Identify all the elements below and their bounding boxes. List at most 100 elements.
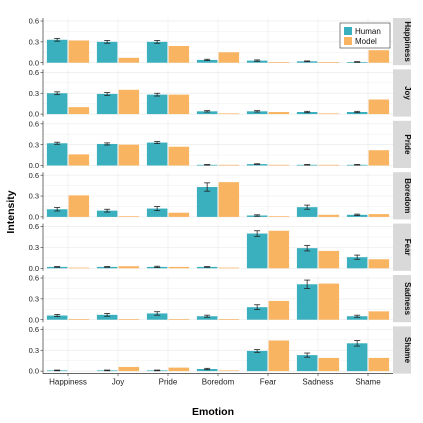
facet-panel-joy: 0.0 0.3 0.6 Joy xyxy=(29,68,412,119)
bar-human-sadness xyxy=(296,284,318,320)
error-bar xyxy=(154,265,161,269)
error-bar xyxy=(154,92,161,97)
bar-human-pride xyxy=(146,41,168,63)
y-tick-label: 0.3 xyxy=(29,37,39,46)
bar-human-fear xyxy=(246,350,268,372)
error-bar xyxy=(354,164,361,166)
error-bar xyxy=(304,60,311,63)
error-bar xyxy=(104,40,111,44)
error-bar xyxy=(304,352,311,358)
bar-human-boredom xyxy=(196,316,218,320)
y-tick-label: 0.3 xyxy=(29,346,39,355)
y-tick-label: 0.0 xyxy=(29,315,39,324)
facet-panel-sadness: 0.0 0.3 0.6 Sadness xyxy=(29,274,412,325)
error-bar xyxy=(54,207,61,212)
bar-model-pride xyxy=(168,94,190,115)
error-bar xyxy=(104,92,111,96)
y-tick-label: 0.0 xyxy=(29,110,39,119)
error-bar xyxy=(304,164,311,166)
bar-human-fear xyxy=(246,233,268,269)
bar-human-happiness xyxy=(46,39,68,63)
error-bar xyxy=(354,61,361,63)
facet-panel-boredom: 0.0 0.3 0.6 Boredom xyxy=(29,171,412,222)
legend-swatch-model xyxy=(344,37,352,45)
y-tick-label: 0.6 xyxy=(29,325,39,334)
bar-human-boredom xyxy=(196,187,218,217)
bar-model-shame xyxy=(368,259,390,269)
bar-model-pride xyxy=(168,319,190,320)
error-bar xyxy=(354,340,361,347)
error-bar xyxy=(154,311,161,316)
facet-strip xyxy=(393,326,411,374)
facet-label: Boredom xyxy=(403,178,412,213)
bar-human-joy xyxy=(96,93,118,115)
y-tick-label: 0.3 xyxy=(29,140,39,149)
error-bar xyxy=(154,369,161,372)
error-bar xyxy=(54,91,61,96)
bar-human-joy xyxy=(96,143,118,166)
bar-human-fear xyxy=(246,111,268,115)
bar-model-joy xyxy=(118,366,140,372)
bar-model-happiness xyxy=(68,195,90,217)
bar-model-fear xyxy=(268,340,290,372)
x-tick-label: Boredom xyxy=(202,378,235,387)
bar-model-shame xyxy=(368,214,390,217)
facet-label: Fear xyxy=(403,239,412,256)
facet-panel-shame: 0.0 0.3 0.6 Shame xyxy=(29,325,412,376)
error-bar xyxy=(254,59,261,62)
bar-human-joy xyxy=(96,314,118,320)
bar-model-fear xyxy=(268,230,290,269)
error-bar xyxy=(204,266,211,268)
bar-model-sadness xyxy=(318,113,340,115)
bar-human-shame xyxy=(346,316,368,320)
facet-label: Sadness xyxy=(403,282,412,315)
bar-model-boredom xyxy=(218,370,240,372)
bar-human-boredom xyxy=(196,111,218,115)
bar-model-fear xyxy=(268,62,290,63)
bar-model-boredom xyxy=(218,319,240,320)
bar-human-happiness xyxy=(46,93,68,115)
error-bar xyxy=(54,266,61,268)
y-axis-title: Intensity xyxy=(5,190,17,233)
bar-human-happiness xyxy=(46,209,68,217)
bar-human-sadness xyxy=(296,207,318,217)
error-bar xyxy=(254,349,261,353)
y-tick-label: 0.3 xyxy=(29,243,39,252)
facet-label: Happiness xyxy=(403,21,412,62)
y-tick-label: 0.6 xyxy=(29,119,39,128)
bar-model-boredom xyxy=(218,182,240,217)
bar-model-pride xyxy=(168,266,190,269)
error-bar xyxy=(354,314,361,318)
bar-model-joy xyxy=(118,57,140,63)
x-tick-label: Shame xyxy=(355,378,381,387)
bar-model-sadness xyxy=(318,62,340,63)
facet-panels: 0.0 0.3 0.6 Happiness 0.0 0.3 0.6 Joy 0.0 0.3 0.6 P… xyxy=(29,17,412,376)
bar-model-sadness xyxy=(318,250,340,269)
y-tick-label: 0.3 xyxy=(29,89,39,98)
facet-panel-happiness: 0.0 0.3 0.6 Happiness xyxy=(29,17,412,68)
facet-strip xyxy=(393,275,411,323)
facet-strip xyxy=(393,223,411,271)
bar-human-pride xyxy=(146,94,168,115)
bar-human-sadness xyxy=(296,355,318,372)
bar-human-pride xyxy=(146,313,168,320)
y-tick-label: 0.0 xyxy=(29,213,39,222)
x-tick-label: Sadness xyxy=(302,378,333,387)
bar-model-boredom xyxy=(218,113,240,115)
bar-human-boredom xyxy=(196,59,218,63)
legend-label-model: Model xyxy=(355,37,377,46)
error-bar xyxy=(254,110,261,113)
y-tick-label: 0.6 xyxy=(29,171,39,180)
error-bar xyxy=(204,314,211,318)
x-axis: Happiness Joy Pride Boredom Fear Sadness Shame xyxy=(43,373,393,387)
y-tick-label: 0.6 xyxy=(29,222,39,231)
bar-model-sadness xyxy=(318,357,340,372)
error-bar xyxy=(204,58,211,62)
facet-panel-pride: 0.0 0.3 0.6 Pride xyxy=(29,119,412,170)
bar-model-shame xyxy=(368,50,390,63)
bar-model-sadness xyxy=(318,164,340,166)
bar-model-sadness xyxy=(318,283,340,320)
bar-model-joy xyxy=(118,216,140,217)
error-bar xyxy=(204,367,211,371)
